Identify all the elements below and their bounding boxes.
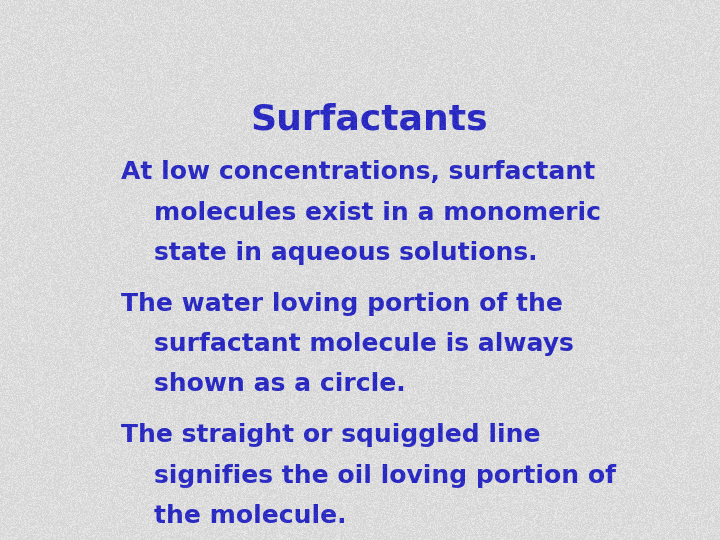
Text: shown as a circle.: shown as a circle. bbox=[154, 373, 406, 396]
Text: the molecule.: the molecule. bbox=[154, 504, 346, 528]
Text: signifies the oil loving portion of: signifies the oil loving portion of bbox=[154, 463, 616, 488]
Text: surfactant molecule is always: surfactant molecule is always bbox=[154, 332, 574, 356]
Text: molecules exist in a monomeric: molecules exist in a monomeric bbox=[154, 201, 601, 225]
Text: The water loving portion of the: The water loving portion of the bbox=[121, 292, 562, 316]
Text: Surfactants: Surfactants bbox=[250, 102, 488, 136]
Text: The straight or squiggled line: The straight or squiggled line bbox=[121, 423, 540, 447]
Text: At low concentrations, surfactant: At low concentrations, surfactant bbox=[121, 160, 595, 185]
Text: state in aqueous solutions.: state in aqueous solutions. bbox=[154, 241, 538, 265]
